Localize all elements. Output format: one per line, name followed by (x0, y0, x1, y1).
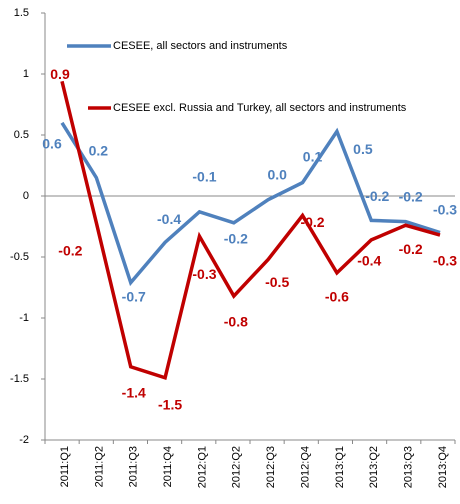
legend-label: CESEE, all sectors and instruments (113, 40, 288, 52)
value-label: -1.5 (158, 396, 182, 412)
y-tick-label: -1 (19, 312, 29, 324)
x-tick-label: 2012:Q2 (231, 446, 243, 488)
x-tick-label: 2011:Q2 (93, 446, 105, 487)
x-tick-label: 2013:Q3 (403, 446, 415, 488)
x-tick-label: 2013:Q1 (334, 446, 346, 488)
y-tick-label: -1.5 (10, 373, 29, 385)
value-label: 0.9 (50, 66, 70, 82)
value-label: 0.6 (42, 136, 62, 152)
x-tick-label: 2013:Q2 (368, 446, 380, 488)
value-label: -0.7 (122, 288, 146, 304)
value-label: -0.5 (265, 274, 289, 290)
value-label: 0.2 (89, 142, 109, 158)
x-tick-label: 2011:Q1 (59, 446, 71, 487)
value-label: -0.4 (157, 211, 181, 227)
y-tick-label: -0.5 (10, 251, 29, 263)
x-tick-label: 2012:Q1 (196, 446, 208, 488)
value-label: -0.4 (357, 253, 381, 269)
legend-label: CESEE excl. Russia and Turkey, all secto… (113, 102, 407, 114)
y-tick-label: 0.5 (14, 129, 29, 141)
value-label: -0.3 (433, 253, 457, 269)
value-label: -0.2 (300, 214, 324, 230)
value-label: -0.8 (224, 314, 248, 330)
value-label: -0.1 (192, 169, 216, 185)
series-line (60, 121, 441, 287)
value-label: 0.5 (353, 141, 373, 157)
value-label: -0.2 (224, 231, 248, 247)
value-label: -0.3 (192, 266, 216, 282)
y-tick-label: -2 (19, 434, 29, 446)
y-tick-label: 0 (23, 190, 29, 202)
value-label: -0.6 (325, 289, 349, 305)
value-label: -0.2 (365, 188, 389, 204)
value-label: 0.1 (303, 148, 323, 164)
y-tick-label: 1 (23, 68, 29, 80)
value-label: 0.0 (267, 166, 287, 182)
y-tick-label: 1.5 (14, 7, 29, 19)
value-label: -0.2 (399, 188, 423, 204)
x-tick-label: 2013:Q4 (437, 446, 449, 488)
value-label: -0.2 (399, 241, 423, 257)
series-line (60, 80, 441, 381)
x-tick-label: 2011:Q3 (128, 446, 140, 487)
value-label: -0.3 (433, 201, 457, 217)
x-tick-label: 2012:Q3 (265, 446, 277, 488)
value-label: -0.2 (58, 243, 82, 259)
x-tick-label: 2012:Q4 (299, 446, 311, 488)
value-label: -1.4 (122, 385, 146, 401)
x-tick-label: 2011:Q4 (162, 446, 174, 487)
